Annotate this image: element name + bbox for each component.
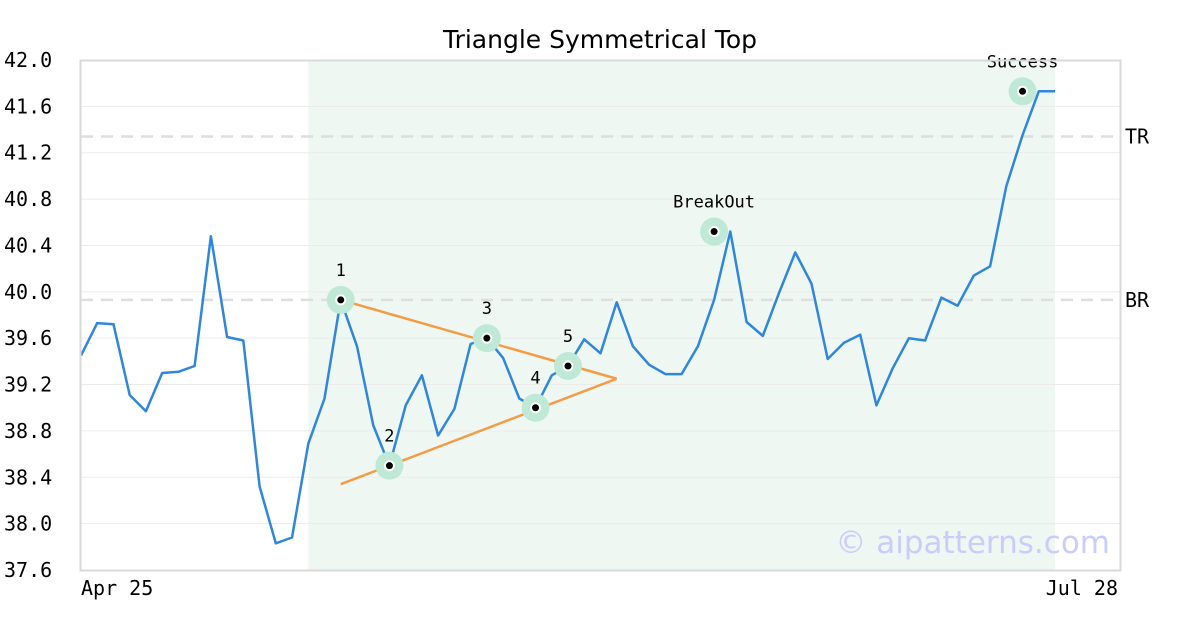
reference-label-tr: TR (1125, 125, 1150, 149)
y-tick-label: 42.0 (4, 48, 52, 72)
annotation-label: 1 (336, 261, 346, 281)
y-tick-label: 41.2 (4, 141, 52, 165)
annotation-label: 5 (563, 327, 573, 347)
y-tick-label: 41.6 (4, 94, 52, 118)
y-axis-ticks: 42.0 41.6 41.2 40.8 40.4 40.0 39.6 39.2 38.8 38.4… (4, 48, 52, 582)
y-tick-label: 38.0 (4, 512, 52, 536)
y-tick-label: 38.4 (4, 465, 52, 489)
y-tick-label: 40.4 (4, 233, 52, 257)
annotation-label: 3 (482, 299, 492, 319)
y-tick-label: 39.2 (4, 373, 52, 397)
highlight-band (308, 60, 1055, 570)
reference-label-br: BR (1125, 288, 1150, 312)
y-tick-label: 37.6 (4, 558, 52, 582)
plot-frame (79, 59, 1122, 572)
x-end-label: Jul 28 (1046, 576, 1118, 600)
y-tick-label: 39.6 (4, 326, 52, 350)
x-start-label: Apr 25 (81, 576, 153, 600)
y-tick-label: 38.8 (4, 419, 52, 443)
highlight-region (308, 60, 1055, 570)
chart-title: Triangle Symmetrical Top (442, 25, 757, 54)
annotation-point (385, 462, 393, 470)
annotation-point (1019, 87, 1027, 95)
annotation-label: Success (987, 52, 1059, 72)
y-tick-label: 40.8 (4, 187, 52, 211)
annotation-point (564, 362, 572, 370)
annotation-label: 4 (530, 369, 540, 389)
annotation-point (483, 334, 491, 342)
annotation-point (532, 404, 540, 412)
y-tick-label: 40.0 (4, 280, 52, 304)
annotation-point (337, 296, 345, 304)
annotation-label: 2 (384, 427, 394, 447)
annotation-point (710, 228, 718, 236)
watermark: © aipatterns.com (835, 525, 1110, 561)
annotation-label: BreakOut (673, 193, 755, 213)
pattern-annotations: 1 2 3 4 5 BreakOut Success (326, 52, 1059, 480)
